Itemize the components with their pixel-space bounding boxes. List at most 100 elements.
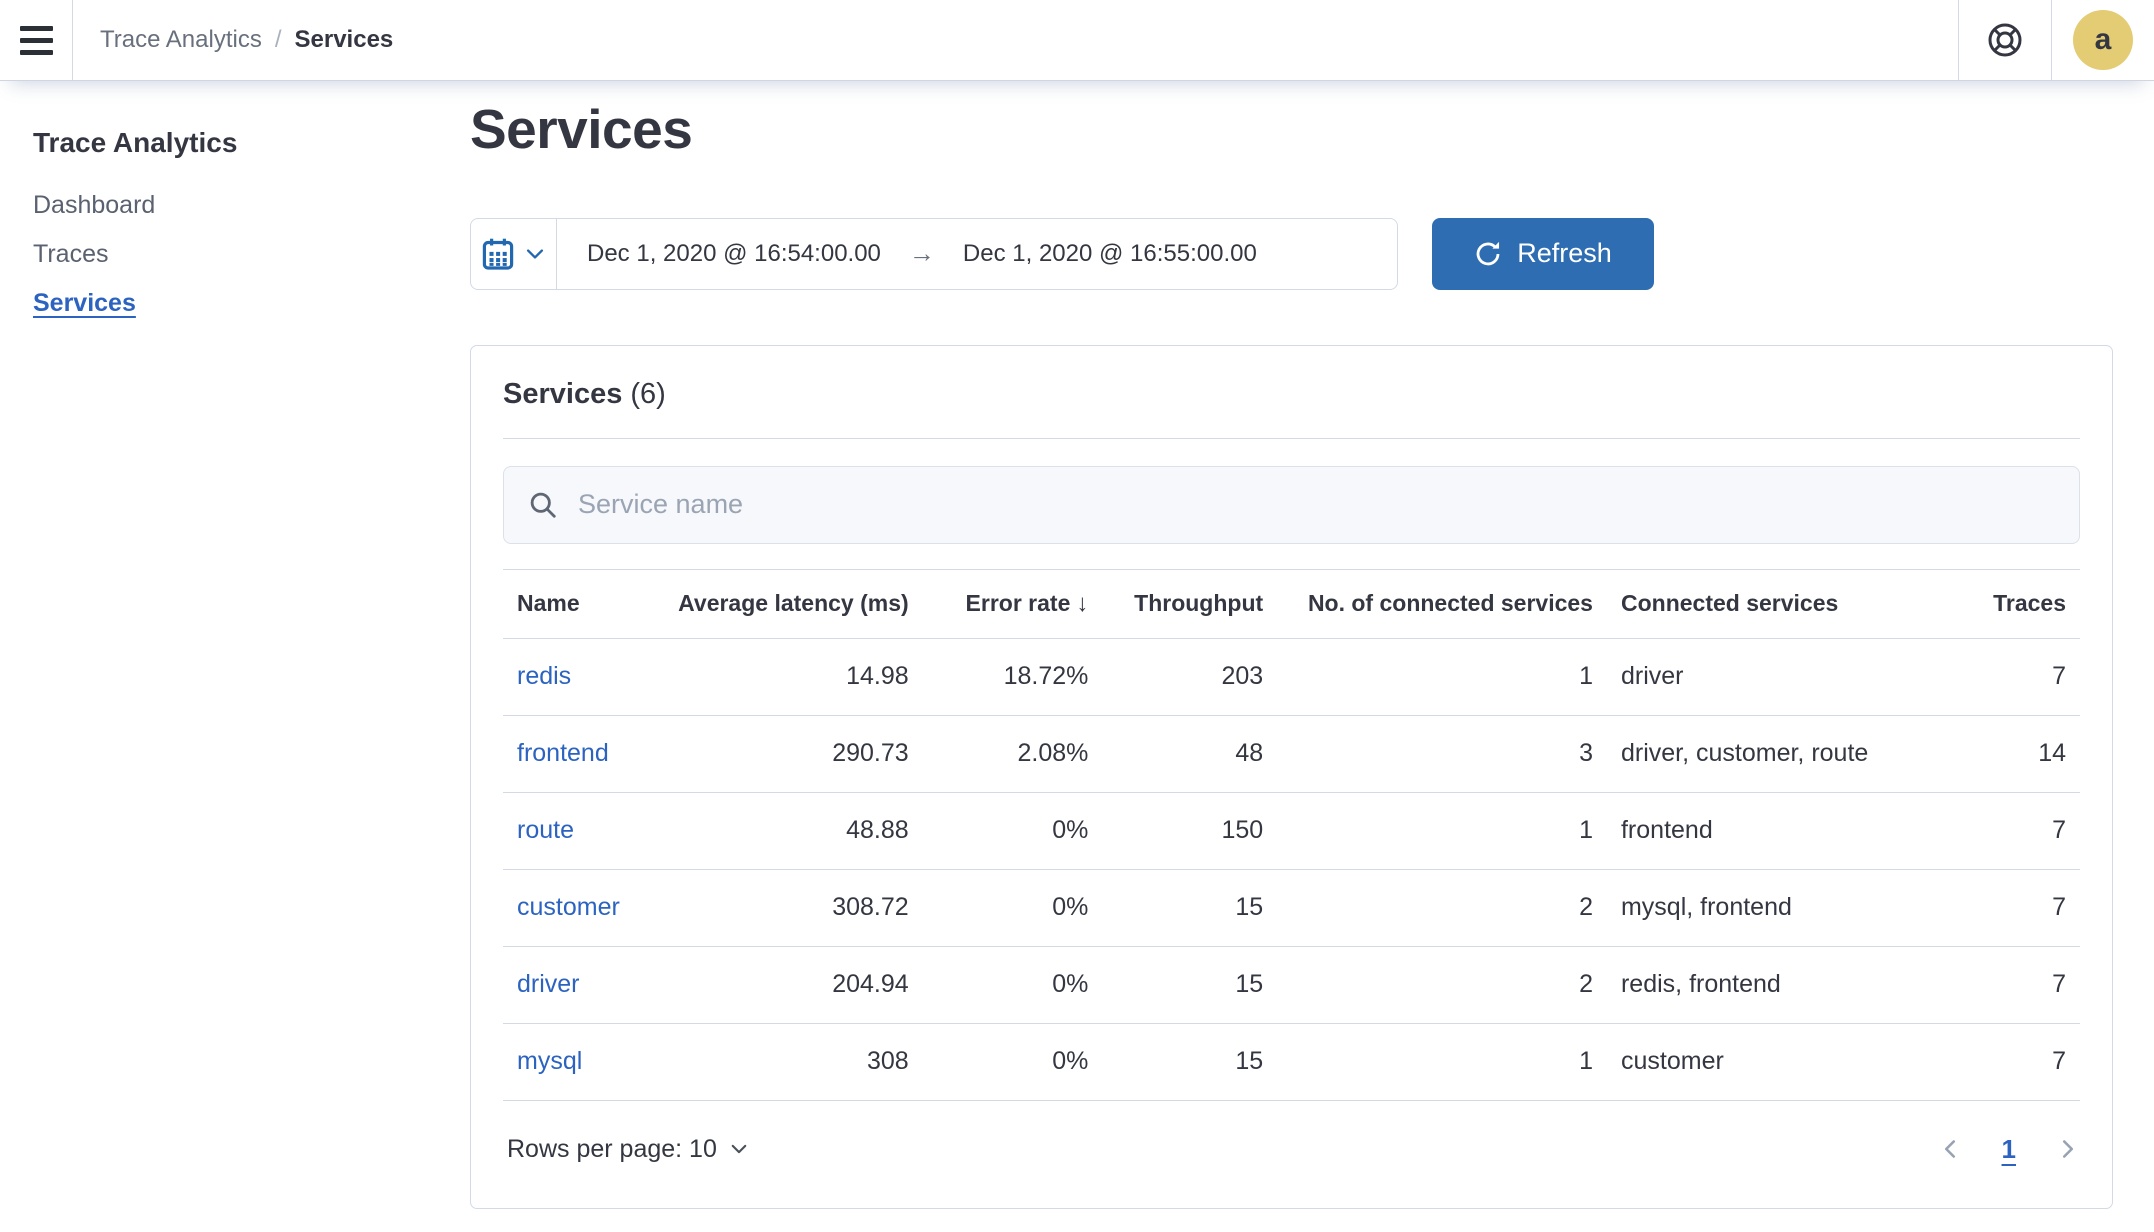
main-content: Services (437, 81, 2154, 1232)
cell-throughput: 150 (1102, 792, 1278, 870)
cell-connected-services: frontend (1606, 792, 1937, 870)
help-button[interactable] (1959, 0, 2051, 80)
sidebar-item-traces[interactable]: Traces (33, 240, 109, 268)
cell-avg-latency: 290.73 (652, 715, 923, 793)
column-header-connected-count[interactable]: No. of connected services (1277, 569, 1607, 639)
cell-avg-latency: 204.94 (652, 946, 923, 1024)
services-table: Name Average latency (ms) Error rate ↓ Th… (503, 568, 2080, 1101)
sidebar-item-services[interactable]: Services (33, 289, 136, 317)
cell-connected-services: driver (1606, 638, 1937, 716)
sort-desc-icon: ↓ (1076, 589, 1089, 617)
date-range-picker: Dec 1, 2020 @ 16:54:00.00 → Dec 1, 2020 … (470, 217, 1398, 290)
panel-count: (6) (630, 377, 666, 410)
breadcrumb-services: Services (294, 26, 394, 53)
cell-throughput: 15 (1102, 946, 1278, 1024)
refresh-label: Refresh (1517, 238, 1612, 269)
service-link[interactable]: driver (517, 970, 580, 999)
cell-connected-count: 1 (1277, 792, 1607, 870)
cell-traces: 7 (1936, 869, 2080, 947)
cell-connected-count: 2 (1277, 869, 1607, 947)
avatar-initial: a (2094, 23, 2112, 56)
cell-traces: 7 (1936, 1023, 2080, 1101)
end-date-button[interactable]: Dec 1, 2020 @ 16:55:00.00 (962, 239, 1257, 267)
column-header-average-latency[interactable]: Average latency (ms) (652, 569, 923, 639)
date-range-values: Dec 1, 2020 @ 16:54:00.00 → Dec 1, 2020 … (557, 219, 1397, 289)
calendar-icon (482, 238, 514, 270)
chevron-right-icon (2062, 1140, 2074, 1159)
hamburger-icon (19, 25, 53, 55)
avatar-area: a (2052, 0, 2154, 80)
panel-heading: Services (6) (503, 378, 2080, 411)
column-header-error-rate[interactable]: Error rate ↓ (922, 569, 1103, 639)
cell-traces: 7 (1936, 792, 2080, 870)
sidebar: Trace Analytics Dashboard Traces Service… (0, 81, 437, 1232)
table-header-row: Name Average latency (ms) Error rate ↓ Th… (503, 569, 2080, 639)
start-date-button[interactable]: Dec 1, 2020 @ 16:54:00.00 (587, 239, 881, 267)
cell-connected-services: mysql, frontend (1606, 869, 1937, 947)
search-input[interactable] (503, 465, 2080, 544)
sidebar-item-dashboard[interactable]: Dashboard (33, 191, 156, 219)
life-ring-icon (1988, 23, 2022, 57)
cell-traces: 7 (1936, 638, 2080, 716)
table-row: redis 14.98 18.72% 203 1 driver 7 (503, 638, 2080, 716)
table-row: route 48.88 0% 150 1 frontend 7 (503, 792, 2080, 870)
column-header-traces[interactable]: Traces (1936, 569, 2080, 639)
rows-per-page-button[interactable]: Rows per page: 10 (503, 1129, 753, 1170)
cell-avg-latency: 308 (652, 1023, 923, 1101)
cell-error-rate: 18.72% (922, 638, 1103, 716)
page-number-button[interactable]: 1 (1996, 1130, 2022, 1169)
table-row: customer 308.72 0% 15 2 mysql, frontend … (503, 869, 2080, 947)
panel-title: Services (503, 377, 623, 410)
avatar[interactable]: a (2073, 10, 2133, 70)
refresh-button[interactable]: Refresh (1432, 217, 1654, 290)
service-link[interactable]: redis (517, 662, 572, 691)
previous-page-button[interactable] (1938, 1137, 1962, 1161)
divider (72, 0, 73, 80)
cell-error-rate: 2.08% (922, 715, 1103, 793)
column-header-error-rate-label: Error rate (965, 589, 1071, 616)
services-panel: Services(6) Name Average laten (470, 344, 2113, 1209)
cell-error-rate: 0% (922, 792, 1103, 870)
cell-avg-latency: 14.98 (652, 638, 923, 716)
cell-throughput: 48 (1102, 715, 1278, 793)
service-link[interactable]: frontend (517, 739, 609, 768)
cell-connected-services: redis, frontend (1606, 946, 1937, 1024)
column-header-connected-services[interactable]: Connected services (1606, 569, 1937, 639)
refresh-icon (1476, 241, 1500, 266)
date-range-arrow-icon: → (908, 238, 935, 269)
column-header-name[interactable]: Name (503, 569, 653, 639)
table-footer: Rows per page: 10 1 (503, 1129, 2080, 1170)
chevron-left-icon (1944, 1140, 1955, 1159)
cell-error-rate: 0% (922, 1023, 1103, 1101)
cell-connected-count: 1 (1277, 638, 1607, 716)
cell-connected-count: 1 (1277, 1023, 1607, 1101)
menu-button[interactable] (0, 0, 72, 80)
cell-avg-latency: 308.72 (652, 869, 923, 947)
cell-traces: 14 (1936, 715, 2080, 793)
breadcrumb: Trace Analytics / Services (100, 26, 393, 54)
date-quick-select-button[interactable] (471, 218, 557, 289)
table-row: frontend 290.73 2.08% 48 3 driver, custo… (503, 715, 2080, 793)
breadcrumb-trace-analytics[interactable]: Trace Analytics (100, 26, 262, 53)
rows-per-page-label: Rows per page: 10 (507, 1134, 717, 1163)
divider (1958, 0, 1959, 80)
breadcrumb-separator: / (274, 26, 282, 53)
next-page-button[interactable] (2056, 1137, 2080, 1161)
chevron-down-icon (526, 249, 544, 259)
service-link[interactable]: customer (517, 893, 620, 922)
cell-error-rate: 0% (922, 869, 1103, 947)
service-link[interactable]: mysql (517, 1047, 583, 1076)
cell-avg-latency: 48.88 (652, 792, 923, 870)
divider (2051, 0, 2052, 80)
app-header: Trace Analytics / Services a (0, 0, 2154, 81)
column-header-throughput[interactable]: Throughput (1102, 569, 1278, 639)
divider (503, 437, 2080, 439)
chevron-down-icon (731, 1145, 747, 1154)
cell-traces: 7 (1936, 946, 2080, 1024)
service-link[interactable]: route (517, 816, 574, 845)
page-title: Services (470, 98, 693, 160)
cell-connected-count: 2 (1277, 946, 1607, 1024)
service-search (503, 465, 2080, 544)
time-controls: Dec 1, 2020 @ 16:54:00.00 → Dec 1, 2020 … (470, 217, 2113, 290)
cell-connected-count: 3 (1277, 715, 1607, 793)
